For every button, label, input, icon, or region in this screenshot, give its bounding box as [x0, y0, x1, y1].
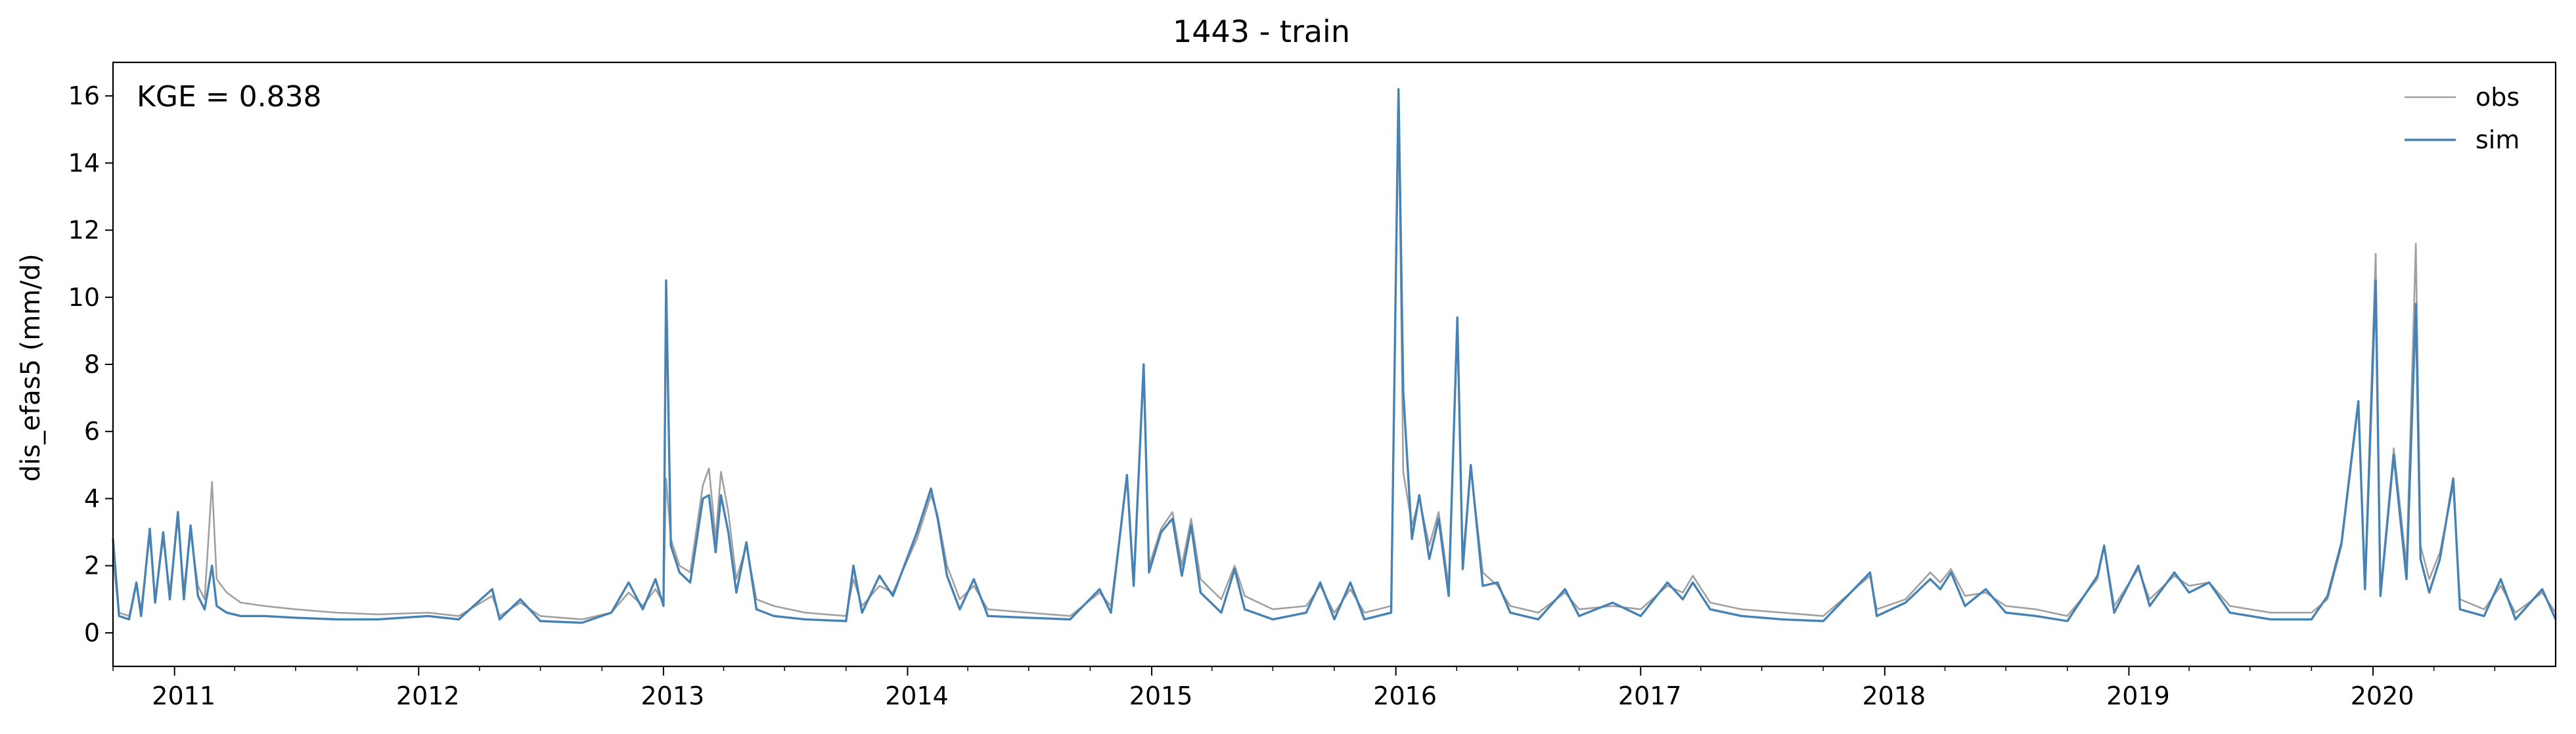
y-tick-label: 0 — [84, 618, 100, 647]
y-tick-label: 2 — [84, 551, 100, 580]
x-tick-label: 2011 — [152, 681, 215, 710]
y-tick-label: 12 — [68, 216, 100, 245]
x-tick-label: 2020 — [2351, 681, 2414, 710]
x-tick-label: 2017 — [1618, 681, 1682, 710]
y-axis-label: dis_efas5 (mm/d) — [16, 253, 46, 482]
x-tick-label: 2019 — [2106, 681, 2170, 710]
legend: obs sim — [2405, 83, 2520, 154]
x-tick-label: 2018 — [1863, 681, 1926, 710]
legend-label-sim: sim — [2475, 125, 2520, 154]
y-tick-label: 14 — [68, 148, 100, 177]
x-tick-label: 2012 — [396, 681, 460, 710]
x-tick-label: 2016 — [1373, 681, 1437, 710]
legend-label-obs: obs — [2475, 83, 2520, 112]
x-tick-label: 2015 — [1129, 681, 1193, 710]
kge-annotation: KGE = 0.838 — [137, 80, 322, 114]
series-layer — [112, 88, 2557, 624]
x-axis: 2011 2012 2013 2014 2015 2016 2017 2018 2019 2020 — [112, 666, 2496, 710]
x-tick-label: 2013 — [641, 681, 705, 710]
y-tick-label: 6 — [84, 417, 100, 446]
y-tick-label: 16 — [68, 81, 100, 110]
y-tick-label: 4 — [84, 484, 100, 513]
y-tick-label: 10 — [68, 283, 100, 312]
y-tick-label: 8 — [84, 350, 100, 379]
x-tick-label: 2014 — [885, 681, 949, 710]
y-axis: 0 2 4 6 8 10 12 14 16 — [68, 81, 113, 647]
series-line-sim — [112, 88, 2557, 624]
chart-title: 1443 - train — [1173, 14, 1350, 49]
